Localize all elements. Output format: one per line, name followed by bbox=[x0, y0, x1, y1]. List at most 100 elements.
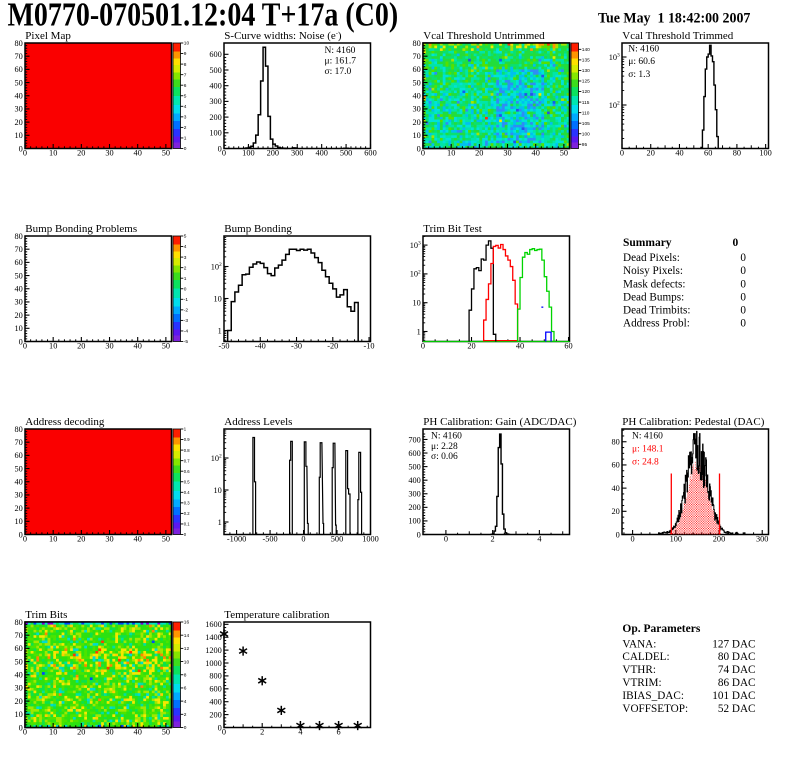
svg-text:0: 0 bbox=[740, 265, 746, 277]
svg-text:-1000: -1000 bbox=[227, 535, 246, 544]
svg-text:40: 40 bbox=[134, 535, 142, 544]
svg-text:μ: 161.7: μ: 161.7 bbox=[325, 56, 357, 66]
svg-text:20: 20 bbox=[475, 149, 483, 158]
svg-text:10: 10 bbox=[49, 149, 57, 158]
svg-text:1200: 1200 bbox=[205, 646, 222, 655]
svg-text:20: 20 bbox=[77, 728, 85, 737]
svg-text:30: 30 bbox=[105, 149, 113, 158]
svg-text:0.2: 0.2 bbox=[184, 511, 190, 516]
svg-text:50: 50 bbox=[413, 78, 421, 87]
svg-text:10: 10 bbox=[214, 486, 222, 495]
svg-text:Summary: Summary bbox=[623, 237, 672, 249]
svg-text:50: 50 bbox=[162, 728, 170, 737]
svg-text:Trim Bits: Trim Bits bbox=[25, 609, 67, 621]
svg-text:2: 2 bbox=[184, 712, 187, 718]
svg-text:4: 4 bbox=[184, 699, 187, 705]
svg-text:0: 0 bbox=[631, 535, 635, 544]
svg-text:10: 10 bbox=[15, 517, 23, 526]
svg-text:Tue May 1 18:42:00 2007: Tue May 1 18:42:00 2007 bbox=[598, 10, 750, 27]
svg-text:0: 0 bbox=[740, 305, 746, 317]
svg-text:1: 1 bbox=[218, 326, 222, 335]
svg-text:70: 70 bbox=[15, 631, 23, 640]
svg-text:1600: 1600 bbox=[205, 620, 222, 629]
svg-text:40: 40 bbox=[134, 728, 142, 737]
svg-text:0: 0 bbox=[222, 728, 226, 737]
svg-text:μ: 148.1: μ: 148.1 bbox=[632, 444, 664, 454]
svg-text:2: 2 bbox=[184, 265, 187, 271]
svg-text:20: 20 bbox=[77, 149, 85, 158]
svg-text:400: 400 bbox=[315, 149, 327, 158]
svg-text:30: 30 bbox=[15, 684, 23, 693]
svg-text:30: 30 bbox=[105, 342, 113, 351]
svg-text:0.5: 0.5 bbox=[184, 479, 190, 484]
svg-text:60: 60 bbox=[564, 342, 572, 351]
svg-text:100: 100 bbox=[408, 517, 420, 526]
svg-text:30: 30 bbox=[413, 105, 421, 114]
svg-text:30: 30 bbox=[15, 105, 23, 114]
svg-text:8: 8 bbox=[184, 673, 187, 679]
svg-text:74 DAC: 74 DAC bbox=[718, 664, 756, 676]
svg-text:0: 0 bbox=[19, 530, 23, 539]
svg-text:0: 0 bbox=[740, 318, 746, 330]
svg-text:52 DAC: 52 DAC bbox=[718, 703, 756, 715]
svg-text:102: 102 bbox=[410, 269, 421, 278]
svg-text:500: 500 bbox=[340, 149, 352, 158]
svg-text:40: 40 bbox=[134, 149, 142, 158]
svg-text:-30: -30 bbox=[291, 342, 302, 351]
svg-text:0: 0 bbox=[19, 723, 23, 732]
svg-text:80: 80 bbox=[413, 39, 421, 48]
svg-text:40: 40 bbox=[612, 484, 620, 493]
svg-text:0: 0 bbox=[19, 144, 23, 153]
svg-text:σ: 17.0: σ: 17.0 bbox=[325, 67, 352, 77]
svg-text:4: 4 bbox=[184, 104, 187, 110]
svg-text:4: 4 bbox=[537, 535, 542, 544]
svg-text:6: 6 bbox=[337, 728, 341, 737]
svg-text:60: 60 bbox=[612, 461, 620, 470]
svg-text:30: 30 bbox=[15, 491, 23, 500]
svg-text:200: 200 bbox=[267, 149, 279, 158]
svg-text:10: 10 bbox=[49, 535, 57, 544]
svg-text:100: 100 bbox=[759, 149, 771, 158]
svg-text:70: 70 bbox=[15, 52, 23, 61]
svg-text:30: 30 bbox=[105, 728, 113, 737]
svg-text:0: 0 bbox=[184, 286, 187, 292]
svg-text:0.6: 0.6 bbox=[184, 469, 190, 474]
svg-text:VANA:: VANA: bbox=[622, 638, 656, 650]
svg-text:Address Levels: Address Levels bbox=[224, 416, 292, 428]
svg-text:103: 103 bbox=[410, 241, 421, 250]
svg-text:120: 120 bbox=[582, 89, 590, 95]
svg-text:1: 1 bbox=[218, 518, 222, 527]
svg-text:300: 300 bbox=[209, 97, 221, 106]
svg-text:800: 800 bbox=[209, 672, 221, 681]
svg-text:0: 0 bbox=[218, 144, 222, 153]
svg-text:3: 3 bbox=[184, 115, 187, 121]
svg-text:60: 60 bbox=[15, 451, 23, 460]
svg-text:0: 0 bbox=[421, 149, 425, 158]
svg-text:10: 10 bbox=[184, 659, 190, 665]
svg-text:0.3: 0.3 bbox=[184, 501, 190, 506]
svg-text:127 DAC: 127 DAC bbox=[712, 638, 755, 650]
svg-text:Dead Bumps:: Dead Bumps: bbox=[623, 291, 684, 303]
svg-text:0: 0 bbox=[417, 144, 421, 153]
svg-text:-10: -10 bbox=[363, 342, 374, 351]
svg-text:9: 9 bbox=[184, 51, 187, 57]
svg-text:10: 10 bbox=[184, 41, 190, 47]
svg-text:50: 50 bbox=[162, 149, 170, 158]
svg-text:N: 4160: N: 4160 bbox=[325, 46, 356, 56]
svg-text:40: 40 bbox=[675, 149, 683, 158]
svg-text:VTRIM:: VTRIM: bbox=[622, 677, 661, 689]
svg-text:80: 80 bbox=[612, 438, 620, 447]
svg-text:80: 80 bbox=[15, 618, 23, 627]
svg-text:4: 4 bbox=[184, 244, 187, 250]
svg-text:600: 600 bbox=[408, 449, 420, 458]
svg-text:400: 400 bbox=[209, 82, 221, 91]
svg-text:Dead Pixels:: Dead Pixels: bbox=[623, 252, 680, 264]
svg-text:200: 200 bbox=[713, 535, 725, 544]
svg-text:400: 400 bbox=[209, 698, 221, 707]
svg-text:1000: 1000 bbox=[362, 535, 379, 544]
svg-text:0: 0 bbox=[421, 342, 425, 351]
svg-text:1: 1 bbox=[184, 276, 187, 282]
svg-text:20: 20 bbox=[647, 149, 655, 158]
svg-text:0: 0 bbox=[184, 146, 187, 152]
svg-text:20: 20 bbox=[612, 507, 620, 516]
